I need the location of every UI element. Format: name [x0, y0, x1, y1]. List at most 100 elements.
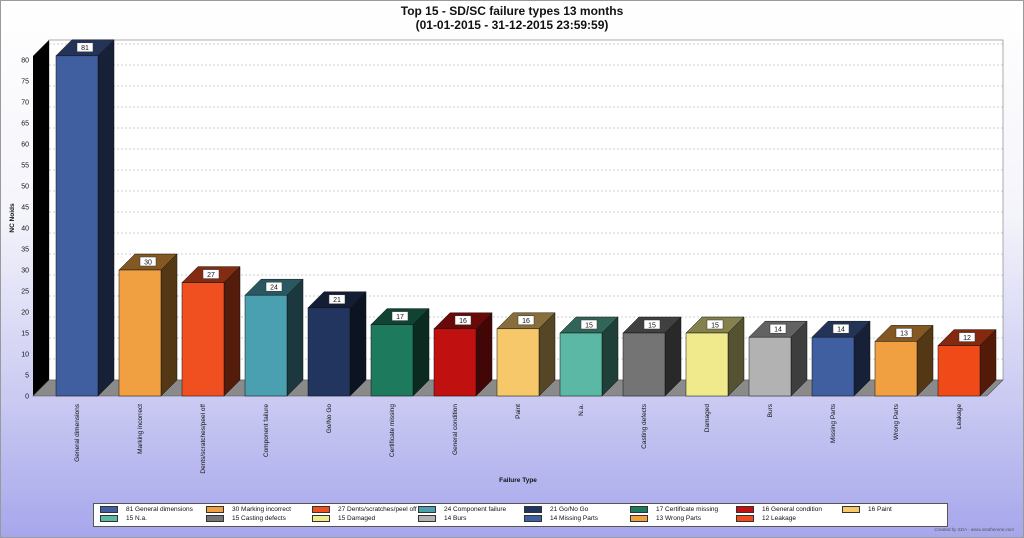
- y-tick-label: 80: [21, 58, 29, 65]
- legend-item: 16 Paint: [842, 506, 892, 513]
- legend-label: 14 Burs: [444, 515, 467, 522]
- bar-side: [160, 253, 178, 397]
- legend-swatch: [312, 515, 330, 522]
- bar-front: [622, 332, 666, 397]
- legend-swatch: [418, 515, 436, 522]
- legend-label: 17 Certificate missing: [656, 506, 719, 513]
- legend-label: 30 Marking incorrect: [232, 506, 291, 513]
- legend-label: 16 Paint: [868, 506, 892, 513]
- data-label: 17: [396, 314, 404, 321]
- legend-swatch: [312, 506, 330, 513]
- x-tick-label: Burs: [767, 403, 774, 417]
- data-label-box: [517, 315, 535, 326]
- chart-subtitle: (01-01-2015 - 31-12-2015 23:59:59): [415, 18, 609, 32]
- data-label-box: [328, 294, 346, 305]
- data-label-box: [76, 42, 94, 53]
- data-label: 16: [459, 318, 467, 325]
- legend-label: 13 Wrong Parts: [656, 515, 702, 522]
- legend-item: 15 Casting defects: [206, 515, 286, 522]
- y-tick-label: 30: [21, 268, 29, 275]
- legend-item: 30 Marking incorrect: [206, 506, 291, 513]
- bar: [559, 316, 619, 397]
- bar-front: [55, 55, 99, 397]
- chart-legend: 81 General dimensions 30 Marking incorrec…: [93, 503, 948, 527]
- legend-swatch: [206, 506, 224, 513]
- bar-front: [874, 341, 918, 397]
- x-tick-label: N.a.: [578, 404, 585, 416]
- data-label: 13: [900, 331, 908, 338]
- data-label: 27: [207, 272, 215, 279]
- x-tick-label: Paint: [515, 404, 522, 419]
- legend-item: 15 Damaged: [312, 515, 375, 522]
- legend-item: 24 Component failure: [418, 506, 506, 513]
- legend-item: 16 General condition: [736, 506, 822, 513]
- data-label-box: [832, 323, 850, 334]
- bar: [496, 312, 556, 397]
- legend-swatch: [736, 515, 754, 522]
- data-label-box: [139, 256, 157, 267]
- x-axis-label: Failure Type: [499, 477, 537, 484]
- bar: [685, 316, 745, 397]
- y-tick-label: 65: [21, 121, 29, 128]
- x-tick-label: Marking incorrect: [137, 404, 144, 454]
- bar-side: [97, 39, 115, 397]
- y-tick-label: 70: [21, 100, 29, 107]
- data-label: 15: [711, 322, 719, 329]
- y-tick-label: 10: [21, 352, 29, 359]
- y-tick-label: 5: [25, 373, 29, 380]
- bar-front: [181, 282, 225, 397]
- data-label-box: [391, 311, 409, 321]
- legend-label: 27 Dents/scratches/peel off: [338, 506, 417, 513]
- bar: [181, 265, 241, 397]
- data-label: 12: [963, 335, 971, 342]
- bar-side: [349, 291, 367, 397]
- legend-label: 81 General dimensions: [126, 506, 193, 513]
- legend-swatch: [100, 506, 118, 513]
- y-tick-label: 40: [21, 226, 29, 233]
- legend-swatch: [842, 506, 860, 513]
- legend-swatch: [736, 506, 754, 513]
- data-label-box: [202, 269, 220, 279]
- legend-label: 15 Damaged: [338, 515, 376, 522]
- x-tick-label: Casting defects: [641, 403, 648, 449]
- data-label-box: [895, 328, 913, 338]
- legend-item: 13 Wrong Parts: [630, 515, 701, 522]
- bar-side: [223, 265, 241, 397]
- bar-front: [937, 345, 981, 397]
- bar-front: [496, 328, 540, 397]
- legend-item: 12 Leakage: [736, 515, 796, 522]
- data-label-box: [643, 319, 661, 330]
- legend-label: 24 Component failure: [444, 506, 507, 513]
- data-label-box: [265, 281, 283, 292]
- legend-item: 15 N.a.: [100, 515, 147, 522]
- legend-label: 15 Casting defects: [232, 515, 286, 522]
- bar-front: [811, 336, 855, 397]
- bar: [307, 291, 367, 397]
- x-tick-label: Dents/scratches/peel off: [200, 404, 207, 474]
- data-label-box: [706, 319, 724, 330]
- bar-front: [244, 294, 288, 397]
- bar-front: [307, 307, 351, 397]
- legend-swatch: [630, 506, 648, 513]
- bar: [811, 320, 871, 397]
- legend-swatch: [630, 515, 648, 522]
- bar-front: [118, 269, 162, 397]
- y-tick-label: 15: [21, 331, 29, 338]
- y-tick-label: 0: [25, 394, 29, 401]
- data-label: 16: [522, 318, 530, 325]
- data-label-box: [580, 319, 598, 330]
- data-label: 21: [333, 297, 341, 304]
- data-label: 15: [585, 322, 593, 329]
- chart-title: Top 15 - SD/SC failure types 13 months: [400, 4, 624, 18]
- x-tick-label: General dimensions: [74, 403, 81, 462]
- legend-swatch: [524, 515, 542, 522]
- y-axis-label: NC Noids: [9, 203, 16, 233]
- y-tick-label: 45: [21, 205, 29, 212]
- legend-item: 17 Certificate missing: [630, 506, 718, 513]
- y-tick-label: 60: [21, 142, 29, 149]
- bar-front: [370, 324, 414, 397]
- y-tick-label: 35: [21, 247, 29, 254]
- y-tick-label: 50: [21, 184, 29, 191]
- legend-swatch: [524, 506, 542, 513]
